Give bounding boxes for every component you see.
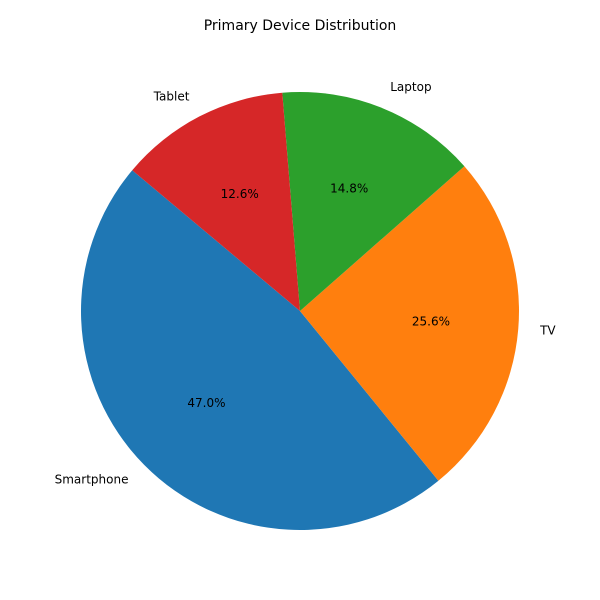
percent-label-smartphone: 47.0% <box>187 396 225 410</box>
pie-labels: Smartphone 47.0% TV 25.6% Laptop 14.8% Tablet 1… <box>55 80 557 487</box>
pie-slice-tablet <box>132 92 300 311</box>
category-label-laptop: Laptop <box>390 80 431 94</box>
percent-label-tablet: 12.6% <box>221 187 259 201</box>
pie-slice-smartphone <box>81 170 439 530</box>
pie-slice-tv <box>300 166 519 481</box>
percent-label-laptop: 14.8% <box>330 182 368 196</box>
chart-title: Primary Device Distribution <box>204 18 397 34</box>
percent-label-tv: 25.6% <box>412 314 450 328</box>
category-label-smartphone: Smartphone <box>55 473 129 487</box>
pie-slices <box>81 92 519 530</box>
pie-slice-laptop <box>282 92 465 312</box>
category-label-tv: TV <box>539 323 556 337</box>
category-label-tablet: Tablet <box>153 89 190 103</box>
